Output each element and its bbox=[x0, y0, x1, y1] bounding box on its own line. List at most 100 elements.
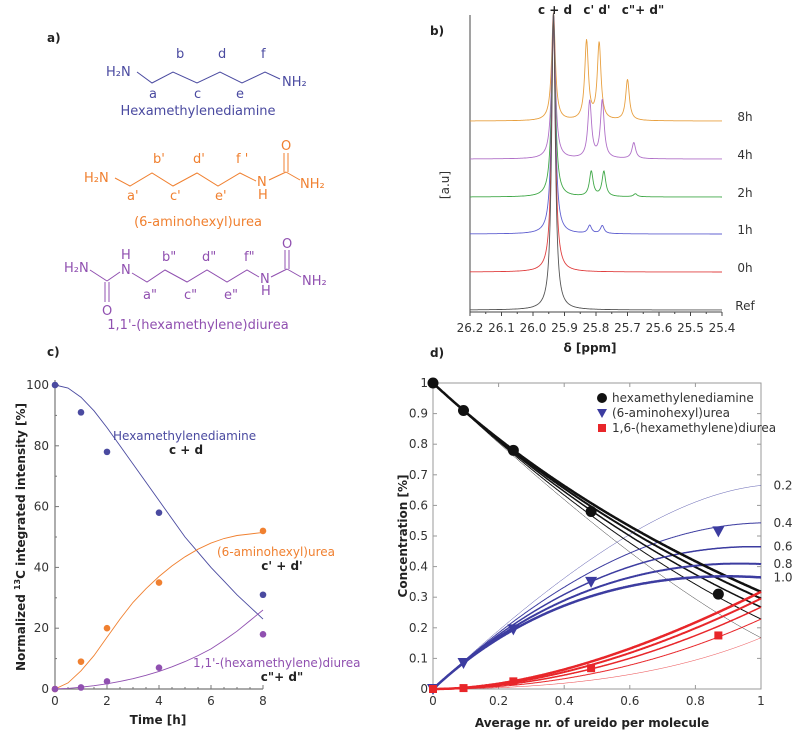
peak-label: c' d' bbox=[583, 3, 610, 17]
bond bbox=[89, 269, 108, 282]
y-tick-label: 0.9 bbox=[409, 407, 428, 421]
panel-c-label: c) bbox=[47, 345, 60, 359]
y-tick-label: 0.8 bbox=[409, 437, 428, 451]
y-axis-label: Concentration [%] bbox=[396, 475, 410, 598]
model-curve-urea bbox=[432, 562, 762, 690]
model-curve-urea bbox=[432, 575, 761, 690]
panel-a: a) H₂N NH₂ b d f a c e Hexamethylenediam… bbox=[47, 31, 327, 333]
bond bbox=[285, 171, 301, 181]
amine-left: H₂N bbox=[84, 171, 109, 186]
y-tick-label: 40 bbox=[34, 560, 49, 574]
spectrum-label: 4h bbox=[737, 148, 752, 162]
x-tick-label: 0.6 bbox=[620, 694, 639, 708]
rate-ratio-label: 1.0 bbox=[773, 570, 792, 584]
panel-d-label: d) bbox=[430, 346, 444, 360]
legend-label: (6-aminohexyl)urea bbox=[612, 406, 730, 420]
carbon-label: a' bbox=[127, 189, 139, 204]
data-point bbox=[585, 576, 598, 588]
data-point bbox=[259, 591, 267, 599]
data-point bbox=[77, 658, 85, 665]
panel-b-nmr-spectra: b) c + d c' d' c"+ d" [a.u] δ [ppm] 26.2… bbox=[430, 3, 755, 355]
x-tick-label: 25.9 bbox=[551, 321, 578, 335]
data-point bbox=[712, 526, 725, 538]
series-label: Hexamethylenediamine bbox=[113, 429, 256, 443]
data-point bbox=[509, 677, 518, 686]
molecule-aminohexylurea: H₂N N H O NH₂ b' d' f ' a' c' e' (6-amin… bbox=[84, 139, 325, 230]
data-point bbox=[507, 624, 520, 636]
y-axis-label: [a.u] bbox=[438, 171, 452, 199]
data-point bbox=[77, 684, 85, 691]
x-tick-label: 6 bbox=[207, 694, 215, 708]
oxygen: O bbox=[282, 237, 292, 252]
molecule-hexamethylenediurea: H₂N O N H N H O NH₂ b" d" f" a" c" e" 1,… bbox=[64, 237, 327, 333]
y-tick-label: 0.1 bbox=[409, 651, 428, 665]
data-point bbox=[155, 579, 163, 586]
data-point bbox=[457, 657, 470, 669]
x-tick-label: 4 bbox=[155, 694, 163, 708]
data-point bbox=[429, 685, 437, 693]
panel-a-label: a) bbox=[47, 31, 61, 45]
x-tick-label: 25.4 bbox=[709, 321, 736, 335]
rate-ratio-label: 0.6 bbox=[773, 540, 792, 554]
x-tick-label: 0 bbox=[51, 694, 59, 708]
data-point bbox=[103, 678, 111, 685]
spectrum-label: 1h bbox=[737, 223, 752, 237]
model-curve-urea bbox=[432, 485, 761, 690]
panel-b-label: b) bbox=[430, 24, 444, 38]
carbon-label: d' bbox=[193, 152, 205, 167]
carbon-label: d" bbox=[202, 250, 216, 265]
rate-ratio-label: 0.8 bbox=[773, 557, 792, 571]
data-point bbox=[155, 664, 163, 672]
carbon-label: c" bbox=[184, 288, 197, 303]
data-point bbox=[51, 685, 59, 693]
model-curve-diurea bbox=[433, 637, 762, 690]
model-curve-diurea bbox=[433, 618, 762, 690]
bond bbox=[270, 268, 288, 278]
oxygen: O bbox=[281, 139, 291, 154]
bond bbox=[268, 171, 287, 181]
carbon-label: a" bbox=[143, 288, 157, 303]
spectrum-0h bbox=[470, 12, 722, 273]
x-axis-label: δ [ppm] bbox=[563, 341, 616, 355]
nitrogen: N bbox=[260, 272, 270, 287]
x-tick-label: 0.2 bbox=[489, 694, 508, 708]
molecule-name: 1,1'-(hexamethylene)diurea bbox=[107, 318, 288, 333]
spectrum-label: 8h bbox=[737, 110, 752, 124]
y-tick-label: 0.5 bbox=[409, 529, 428, 543]
spectrum-label: 0h bbox=[737, 261, 752, 275]
molecule-name: (6-aminohexyl)urea bbox=[134, 215, 262, 230]
y-tick-label: 0.6 bbox=[409, 498, 428, 512]
series-tag: c + d bbox=[169, 443, 203, 457]
spectrum-label: Ref bbox=[735, 299, 755, 313]
legend-marker bbox=[598, 424, 606, 432]
x-tick-label: 25.5 bbox=[677, 321, 704, 335]
y-tick-label: 80 bbox=[34, 439, 49, 453]
carbon-label: b" bbox=[162, 250, 176, 265]
x-axis-label: Time [h] bbox=[130, 713, 187, 727]
spectrum-label: 2h bbox=[737, 186, 752, 200]
spectrum-2h bbox=[470, 12, 722, 198]
nitrogen: N bbox=[257, 175, 267, 190]
carbon-label: c' bbox=[170, 189, 181, 204]
peak-label: c"+ d" bbox=[622, 3, 664, 17]
y-tick-label: 100 bbox=[26, 378, 49, 392]
y-tick-label: 0.7 bbox=[409, 468, 428, 482]
fit-curve bbox=[54, 384, 264, 620]
carbon-label: d bbox=[218, 47, 226, 62]
data-point bbox=[585, 506, 597, 518]
spectrum-4h bbox=[470, 12, 722, 160]
x-tick-label: 26.2 bbox=[457, 321, 484, 335]
legend-label: hexamethylenediamine bbox=[612, 391, 754, 405]
oxygen: O bbox=[102, 304, 112, 319]
nitrogen: N bbox=[121, 263, 131, 278]
bond bbox=[106, 271, 121, 282]
x-tick-label: 25.8 bbox=[583, 321, 610, 335]
hydrogen: H bbox=[121, 248, 131, 263]
series-tag: c' + d' bbox=[261, 559, 302, 573]
y-tick-label: 20 bbox=[34, 621, 49, 635]
carbon-label: c bbox=[194, 87, 201, 102]
model-curve-amine bbox=[432, 382, 762, 593]
model-curve-amine bbox=[432, 382, 762, 639]
model-curve-urea bbox=[432, 545, 761, 690]
